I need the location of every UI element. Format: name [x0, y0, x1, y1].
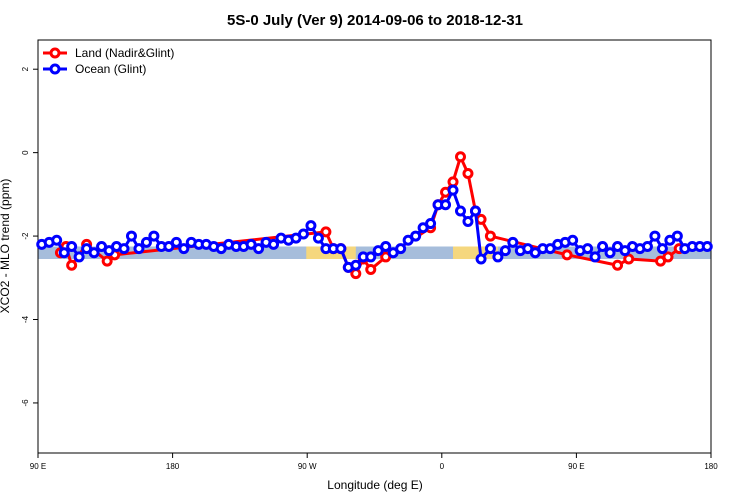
x-tick-label-1: 180 — [166, 462, 180, 471]
series-0-point-27 — [662, 251, 674, 263]
series-1-point-31 — [268, 238, 280, 250]
x-tick-label-0: 90 E — [30, 462, 46, 471]
series-1-point-75 — [597, 241, 609, 252]
series-1-point-74 — [589, 251, 601, 263]
series-0-point-10 — [350, 268, 362, 280]
series-1-point-12 — [125, 230, 137, 242]
y-tick-label-0: 2 — [21, 66, 30, 71]
y-tick-label-3: -4 — [21, 315, 30, 323]
series-1-point-82 — [649, 230, 661, 242]
series-1-point-54 — [440, 199, 452, 211]
series-0-point-23 — [561, 249, 573, 261]
axis-ticks: 90 E 180 90 W 0 90 E 180 2 0 -2 -4 -6 — [21, 66, 718, 471]
series-0-point-18 — [454, 151, 466, 163]
series-1-point-58 — [469, 205, 481, 217]
series-1-point-56 — [454, 205, 466, 217]
series-0-point-12 — [365, 263, 377, 275]
series-0-point-4 — [101, 255, 113, 267]
chart-title: 5S-0 July (Ver 9) 2014-09-06 to 2018-12-… — [227, 12, 523, 29]
series-1-point-44 — [365, 251, 377, 263]
series-0-point-6 — [320, 226, 332, 238]
series-1-point-11 — [118, 243, 130, 255]
x-axis-label: Longitude (deg E) — [327, 478, 422, 492]
series-1-point-85 — [671, 230, 683, 242]
series-1-point-52 — [425, 218, 437, 230]
series-1-point-89 — [701, 241, 713, 252]
series-1-point-71 — [567, 234, 579, 246]
series-1-point-13 — [133, 243, 145, 255]
x-tick-label-2: 90 W — [298, 462, 317, 471]
series-1-point-5 — [73, 251, 85, 263]
series-1-point-60 — [484, 243, 496, 255]
series-1-point-18 — [170, 236, 182, 248]
y-tick-label-1: 0 — [21, 150, 30, 155]
series-1-point-55 — [447, 184, 459, 196]
legend-label-land: Land (Nadir&Glint) — [75, 46, 174, 60]
series-1-point-61 — [492, 251, 504, 263]
series-1-point-50 — [410, 230, 422, 242]
y-axis-label: XCO2 - MLO trend (ppm) — [0, 179, 12, 314]
series-1-point-46 — [380, 241, 392, 252]
series-1-point-57 — [462, 215, 474, 227]
legend-marker-land — [49, 47, 61, 59]
series-1-point-48 — [395, 243, 407, 255]
series-1-point-3 — [58, 247, 70, 259]
series-0-point-22 — [484, 230, 496, 242]
series-0-point-2 — [66, 259, 78, 271]
series-1-point-59 — [475, 253, 487, 265]
series-0-point-19 — [462, 167, 474, 179]
data-series — [36, 151, 713, 280]
x-tick-label-5: 180 — [704, 462, 718, 471]
y-tick-label-4: -6 — [21, 399, 30, 407]
series-1-point-37 — [312, 232, 324, 244]
series-1-point-2 — [51, 234, 63, 246]
series-1-point-63 — [507, 236, 519, 248]
series-1-point-62 — [499, 245, 511, 257]
y-tick-label-2: -2 — [21, 232, 30, 240]
series-1-point-4 — [66, 241, 78, 252]
series-1-point-15 — [148, 230, 160, 242]
series-0-point-17 — [447, 176, 459, 188]
legend-marker-ocean — [49, 63, 61, 75]
legend-label-ocean: Ocean (Glint) — [75, 62, 146, 76]
series-1-point-35 — [297, 228, 309, 240]
series-0-point-24 — [612, 259, 624, 271]
series-1-point-36 — [305, 220, 317, 232]
series-1-point-76 — [604, 247, 616, 259]
x-tick-label-4: 90 E — [568, 462, 584, 471]
series-1 — [36, 184, 713, 273]
legend: Land (Nadir&Glint) Ocean (Glint) — [43, 46, 174, 76]
series-1-point-73 — [582, 243, 594, 255]
x-tick-label-3: 0 — [440, 462, 445, 471]
series-1-point-81 — [641, 241, 653, 252]
series-1-point-40 — [335, 243, 347, 255]
series-1-point-19 — [178, 243, 190, 255]
series-1-point-83 — [656, 243, 668, 255]
series-1-point-14 — [140, 236, 152, 248]
series-0-point-25 — [623, 253, 635, 265]
series-1-point-7 — [88, 247, 100, 259]
series-1-point-42 — [350, 259, 362, 271]
series-1-point-29 — [253, 243, 265, 255]
